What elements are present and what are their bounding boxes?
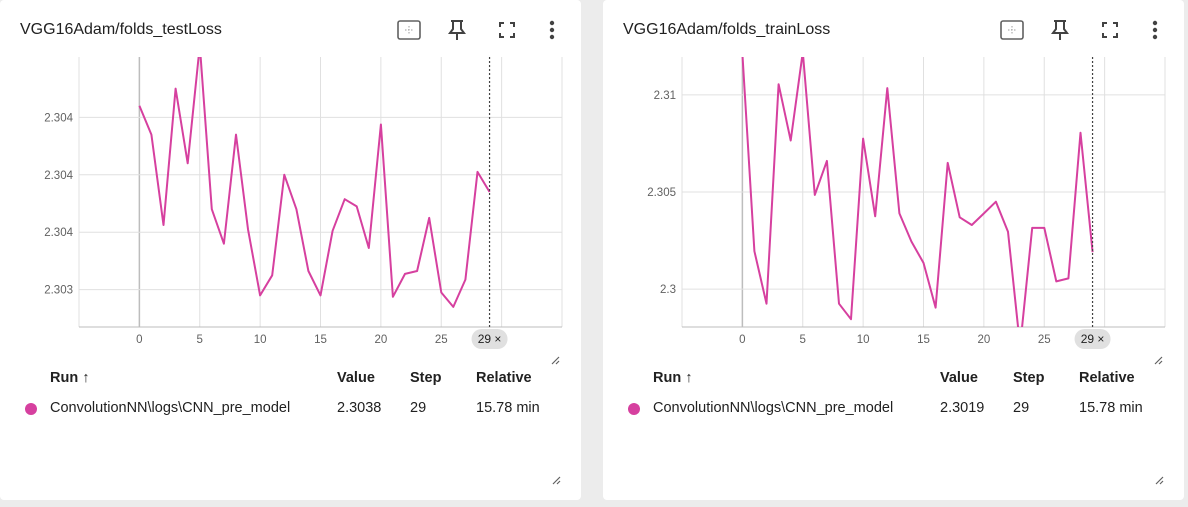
run-relative: 15.78 min: [1079, 400, 1143, 416]
y-tick-label: 2.304: [44, 227, 73, 239]
value-column-header[interactable]: Value: [940, 370, 978, 386]
scalar-card-train-loss: VGG16Adam/folds_trainLoss 2.3 2.305 2.31 0 5…: [603, 0, 1184, 500]
x-tick-label: 25: [1038, 334, 1051, 346]
more-options-button[interactable]: [1143, 16, 1167, 44]
series-color-dot: [628, 403, 640, 415]
x-tick-label: 15: [314, 334, 327, 346]
fullscreen-button[interactable]: [494, 16, 520, 44]
run-name: ConvolutionNN\logs\CNN_pre_model: [653, 400, 894, 416]
card-resize-handle-icon[interactable]: [551, 472, 561, 485]
y-tick-label: 2.3: [660, 284, 676, 296]
run-value: 2.3038: [337, 400, 382, 416]
run-relative: 15.78 min: [476, 400, 540, 416]
line-chart-test-loss[interactable]: 2.303 2.304 2.304 2.304 0 5 10 15 20 25 29 ×: [0, 55, 581, 355]
fullscreen-button[interactable]: [1097, 16, 1123, 44]
step-cursor-chip: [1074, 329, 1111, 349]
relative-column-header[interactable]: Relative: [476, 370, 532, 386]
y-tick-label: 2.304: [44, 112, 73, 124]
step-cursor-label: 29 ×: [1081, 332, 1105, 346]
x-tick-label: 15: [917, 334, 930, 346]
y-tick-label: 2.304: [44, 170, 73, 182]
more-options-button[interactable]: [540, 16, 564, 44]
step-column-header[interactable]: Step: [1013, 370, 1045, 386]
y-tick-label: 2.305: [647, 187, 676, 199]
card-title: VGG16Adam/folds_testLoss: [20, 21, 222, 38]
pin-icon: [448, 19, 466, 41]
series-line: [138, 57, 491, 308]
relative-column-header[interactable]: Relative: [1079, 370, 1135, 386]
pin-icon: [1051, 19, 1069, 41]
fit-domain-icon: [1000, 20, 1024, 40]
x-tick-label: 0: [739, 334, 745, 346]
run-table: Run ↑ Value Step Relative ConvolutionNN\…: [0, 362, 581, 452]
value-column-header[interactable]: Value: [337, 370, 375, 386]
run-column-header[interactable]: Run ↑: [653, 370, 693, 386]
fullscreen-icon: [499, 22, 515, 38]
line-chart-train-loss[interactable]: 2.3 2.305 2.31 0 5 10 15 20 25 29 ×: [603, 55, 1184, 355]
run-step: 29: [410, 400, 427, 416]
step-column-header[interactable]: Step: [410, 370, 442, 386]
series-line: [741, 57, 1094, 327]
series-color-dot: [25, 403, 37, 415]
resize-handle-icon[interactable]: [1153, 352, 1163, 365]
run-column-header[interactable]: Run ↑: [50, 370, 90, 386]
fit-domain-button[interactable]: [998, 16, 1026, 44]
x-tick-label: 5: [800, 334, 806, 346]
step-cursor-label: 29 ×: [478, 332, 502, 346]
x-tick-label: 25: [435, 334, 448, 346]
fit-domain-icon: [397, 20, 421, 40]
x-tick-label: 10: [857, 334, 870, 346]
x-tick-label: 20: [374, 334, 387, 346]
x-tick-label: 20: [977, 334, 990, 346]
card-title: VGG16Adam/folds_trainLoss: [623, 21, 831, 38]
card-resize-handle-icon[interactable]: [1154, 472, 1164, 485]
run-name: ConvolutionNN\logs\CNN_pre_model: [50, 400, 291, 416]
pin-button[interactable]: [444, 16, 470, 44]
y-tick-label: 2.303: [44, 285, 73, 297]
fit-domain-button[interactable]: [395, 16, 423, 44]
x-tick-label: 0: [136, 334, 142, 346]
more-vert-icon: [1152, 20, 1158, 40]
x-tick-label: 10: [254, 334, 267, 346]
run-value: 2.3019: [940, 400, 985, 416]
y-tick-label: 2.31: [654, 90, 676, 102]
scalar-card-test-loss: VGG16Adam/folds_testLoss 2.303 2.304 2.304…: [0, 0, 581, 500]
fullscreen-icon: [1102, 22, 1118, 38]
run-table: Run ↑ Value Step Relative ConvolutionNN\…: [603, 362, 1184, 452]
resize-handle-icon[interactable]: [550, 352, 560, 365]
step-cursor-chip: [471, 329, 508, 349]
run-step: 29: [1013, 400, 1030, 416]
pin-button[interactable]: [1047, 16, 1073, 44]
x-tick-label: 5: [197, 334, 203, 346]
more-vert-icon: [549, 20, 555, 40]
